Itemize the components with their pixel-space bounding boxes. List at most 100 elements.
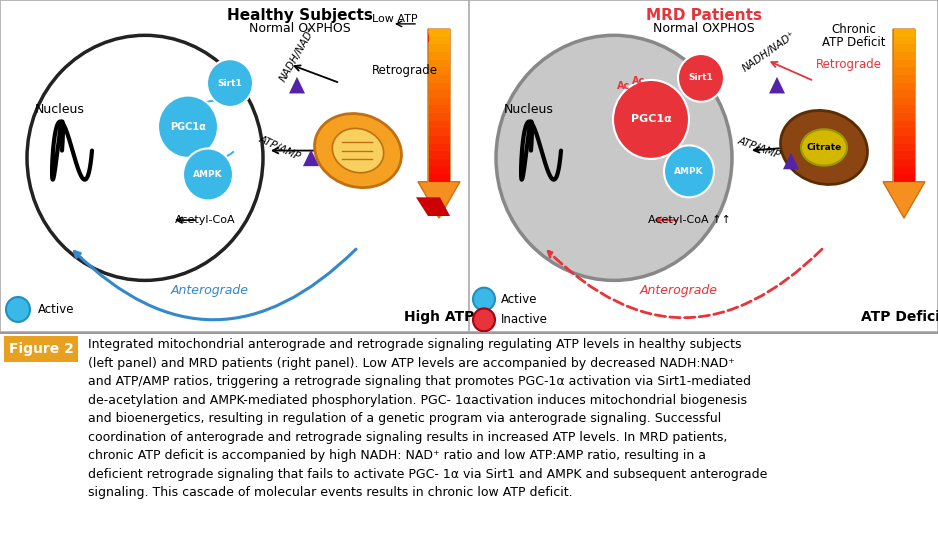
- Bar: [429, 98, 449, 106]
- Bar: [429, 59, 449, 67]
- Circle shape: [664, 145, 714, 197]
- Text: coordination of anterograde and retrograde signaling results in increased ATP le: coordination of anterograde and retrogra…: [88, 430, 727, 444]
- Bar: [429, 52, 449, 59]
- Bar: [429, 36, 449, 44]
- Bar: [428, 33, 450, 39]
- Text: Active: Active: [38, 303, 74, 316]
- Text: NADH/NAD⁺: NADH/NAD⁺: [740, 30, 797, 74]
- Bar: [428, 36, 450, 42]
- Bar: [429, 167, 449, 174]
- Bar: [429, 106, 449, 113]
- Circle shape: [496, 35, 732, 280]
- Ellipse shape: [314, 114, 401, 188]
- Text: Inactive: Inactive: [501, 314, 548, 326]
- Bar: [429, 159, 449, 167]
- Ellipse shape: [780, 110, 868, 184]
- Bar: [894, 159, 915, 167]
- Text: ATP/AMP: ATP/AMP: [258, 133, 302, 161]
- Bar: [428, 33, 450, 39]
- Polygon shape: [303, 150, 319, 166]
- FancyArrow shape: [418, 29, 460, 218]
- Text: chronic ATP deficit is accompanied by high NADH: NAD⁺ ratio and low ATP:AMP rati: chronic ATP deficit is accompanied by hi…: [88, 449, 706, 462]
- Bar: [894, 128, 915, 136]
- Bar: [428, 32, 450, 38]
- Bar: [894, 36, 915, 44]
- Ellipse shape: [801, 129, 847, 166]
- Bar: [429, 151, 449, 159]
- Text: Nucleus: Nucleus: [504, 102, 554, 116]
- Text: NADH/NAD⁺: NADH/NAD⁺: [278, 25, 318, 84]
- Text: Citrate: Citrate: [807, 143, 841, 152]
- Text: Active: Active: [501, 293, 537, 306]
- Text: Acetyl-CoA ↑↑: Acetyl-CoA ↑↑: [647, 215, 731, 225]
- Bar: [428, 36, 450, 42]
- Bar: [428, 31, 450, 37]
- Text: Ac: Ac: [617, 81, 630, 91]
- Text: Healthy Subjects: Healthy Subjects: [227, 8, 373, 23]
- Circle shape: [473, 288, 495, 310]
- Bar: [894, 75, 915, 83]
- Bar: [428, 33, 450, 38]
- Bar: [429, 121, 449, 128]
- Bar: [429, 136, 449, 144]
- Bar: [429, 67, 449, 75]
- Bar: [428, 36, 450, 41]
- Text: PGC1α: PGC1α: [170, 122, 206, 132]
- Circle shape: [207, 59, 253, 107]
- Bar: [894, 144, 915, 151]
- Bar: [894, 59, 915, 67]
- Bar: [429, 128, 449, 136]
- Bar: [894, 167, 915, 174]
- Bar: [429, 90, 449, 98]
- Bar: [429, 75, 449, 83]
- Bar: [894, 151, 915, 159]
- Text: Anterograde: Anterograde: [171, 284, 249, 297]
- Bar: [894, 52, 915, 59]
- Polygon shape: [289, 77, 305, 93]
- Text: (left panel) and MRD patients (right panel). Low ATP levels are accompanied by d: (left panel) and MRD patients (right pan…: [88, 357, 734, 370]
- Bar: [894, 83, 915, 90]
- Text: Acetyl-CoA: Acetyl-CoA: [174, 215, 235, 225]
- Bar: [894, 174, 915, 182]
- Bar: [428, 35, 450, 41]
- Bar: [428, 35, 450, 41]
- Bar: [894, 106, 915, 113]
- Text: AMPK: AMPK: [193, 170, 223, 179]
- FancyBboxPatch shape: [4, 336, 78, 362]
- Bar: [894, 98, 915, 106]
- Bar: [428, 36, 450, 41]
- Bar: [894, 29, 915, 36]
- Text: Ac: Ac: [632, 76, 645, 86]
- Bar: [428, 35, 450, 40]
- Bar: [428, 31, 450, 36]
- Bar: [429, 44, 449, 52]
- Text: Retrograde: Retrograde: [816, 58, 882, 71]
- Bar: [428, 34, 450, 40]
- Bar: [428, 34, 450, 40]
- FancyArrow shape: [883, 29, 925, 218]
- Bar: [428, 33, 450, 38]
- Circle shape: [613, 80, 689, 159]
- Text: Normal OXPHOS: Normal OXPHOS: [250, 22, 351, 35]
- Text: Chronic: Chronic: [832, 23, 876, 36]
- Bar: [428, 32, 450, 38]
- Text: and ATP/AMP ratios, triggering a retrograde signaling that promotes PGC-1α activ: and ATP/AMP ratios, triggering a retrogr…: [88, 375, 751, 388]
- Text: Nucleus: Nucleus: [35, 102, 85, 116]
- Bar: [429, 174, 449, 182]
- Circle shape: [27, 35, 263, 280]
- Circle shape: [183, 148, 233, 200]
- Text: Integrated mitochondrial anterograde and retrograde signaling regulating ATP lev: Integrated mitochondrial anterograde and…: [88, 338, 742, 351]
- Circle shape: [158, 95, 218, 158]
- Bar: [429, 144, 449, 151]
- Text: High ATP: High ATP: [404, 310, 475, 324]
- Text: AMPK: AMPK: [674, 167, 704, 176]
- Bar: [428, 34, 450, 40]
- Bar: [428, 32, 450, 38]
- Bar: [894, 136, 915, 144]
- Polygon shape: [416, 197, 450, 216]
- Circle shape: [678, 54, 724, 102]
- Bar: [428, 34, 450, 40]
- Bar: [428, 36, 450, 42]
- Text: MRD Patients: MRD Patients: [646, 8, 762, 23]
- Text: ATP/AMP: ATP/AMP: [736, 135, 781, 160]
